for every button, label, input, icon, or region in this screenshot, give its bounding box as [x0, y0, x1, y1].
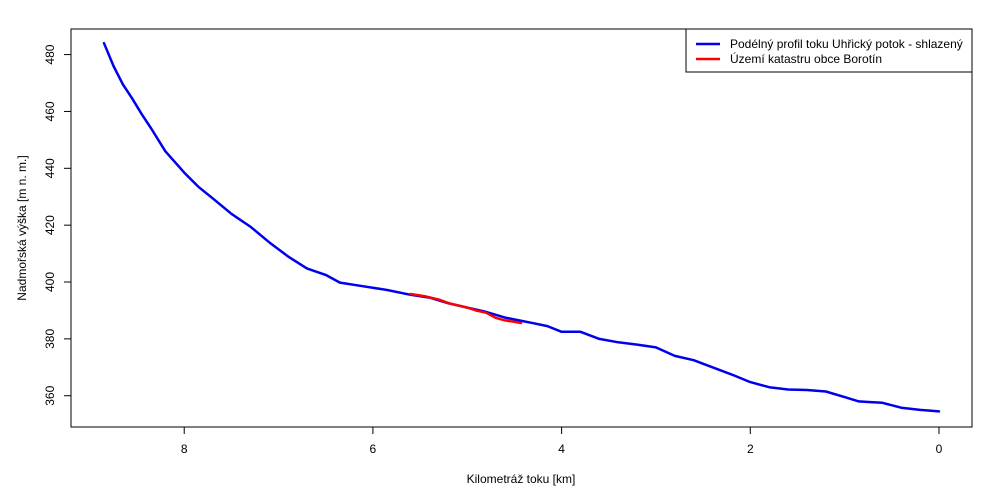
x-axis-label: Kilometráž toku [km]	[467, 472, 576, 486]
y-tick-label: 460	[43, 101, 57, 121]
x-tick-label: 8	[181, 442, 188, 456]
y-axis: 360 380 400 420 440 460 480	[43, 44, 72, 406]
legend-box	[685, 28, 973, 73]
x-axis: 8 6 4 2 0	[181, 426, 943, 456]
x-tick-label: 4	[558, 442, 565, 456]
y-tick-label: 440	[43, 158, 57, 178]
legend-label-series-0: Podélný profil toku Uhřický potok - shla…	[730, 37, 963, 51]
y-tick-label: 420	[43, 215, 57, 235]
legend-label-series-1: Území katastru obce Borotín	[730, 51, 882, 66]
x-tick-label: 0	[936, 442, 943, 456]
x-tick-label: 6	[370, 442, 377, 456]
legend: Podélný profil toku Uhřický potok - shla…	[685, 28, 973, 73]
x-tick-label: 2	[747, 442, 754, 456]
series-layer	[102, 41, 941, 413]
plot-frame	[70, 28, 973, 428]
y-tick-label: 480	[43, 44, 57, 64]
y-axis-label: Nadmořská výška [m n. m.]	[15, 155, 29, 300]
series-line-0	[102, 41, 941, 413]
y-tick-label: 380	[43, 329, 57, 349]
series-line-1	[409, 292, 523, 325]
y-tick-label: 400	[43, 272, 57, 292]
y-tick-label: 360	[43, 385, 57, 405]
